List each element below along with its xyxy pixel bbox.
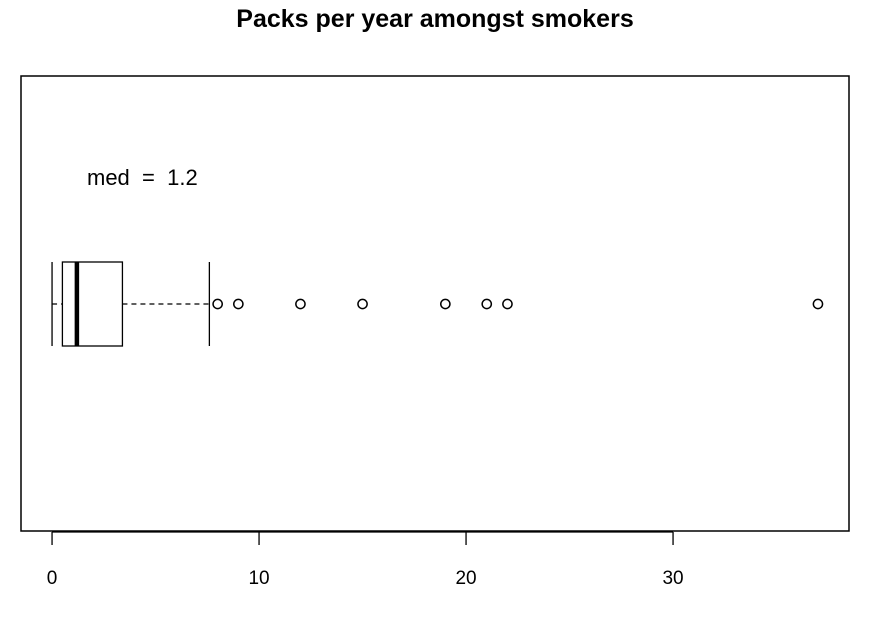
outlier-point-5 [481, 298, 493, 310]
x-tick-label-10: 10 [248, 568, 269, 589]
outlier-point-2 [295, 298, 306, 310]
outlier-point-0 [212, 298, 223, 310]
chart-title: Packs per year amongst smokers [236, 5, 633, 33]
box-plot [51, 261, 211, 347]
x-tick-label-30: 30 [662, 568, 683, 589]
iqr-box [61, 261, 124, 347]
x-axis: 0 10 20 30 [47, 531, 684, 589]
median-annotation: med = 1.2 [87, 165, 198, 190]
x-tick-label-0: 0 [47, 568, 58, 589]
x-tick-label-20: 20 [455, 568, 476, 589]
outlier-point-6 [502, 298, 513, 310]
outlier-point-3 [357, 298, 368, 310]
plot-frame [20, 75, 850, 532]
outlier-point-7 [812, 298, 824, 310]
outlier-points [212, 298, 824, 310]
outlier-point-1 [233, 298, 244, 310]
outlier-point-4 [440, 298, 451, 310]
